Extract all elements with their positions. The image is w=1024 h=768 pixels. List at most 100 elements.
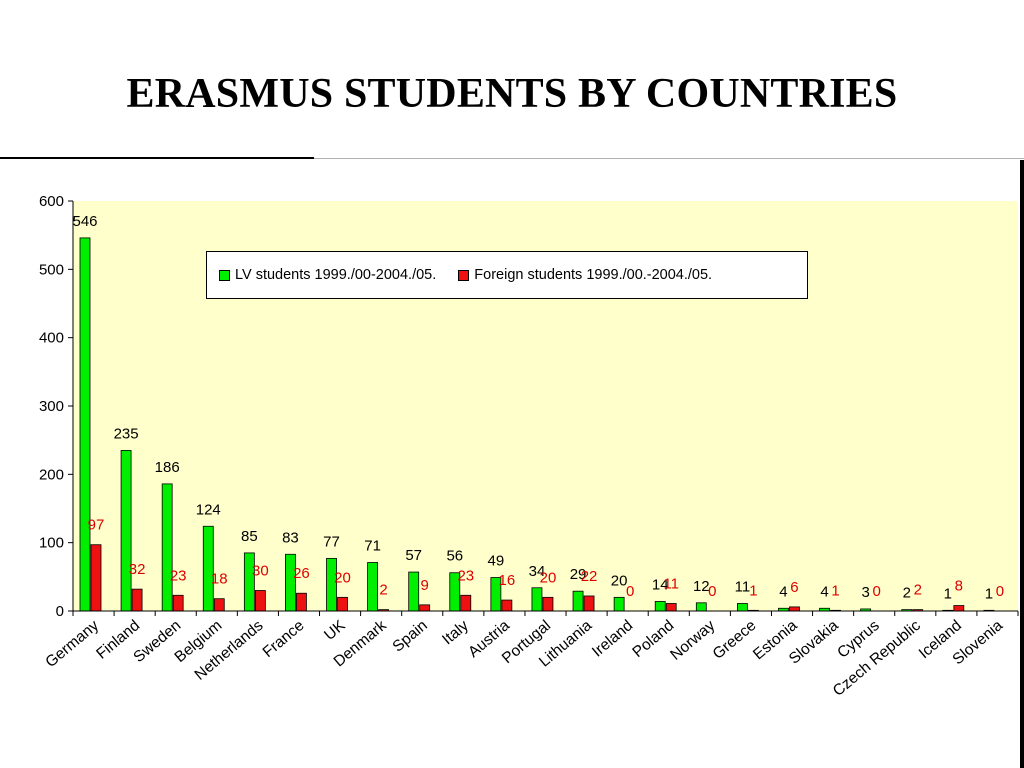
x-tick-label: Italy <box>439 617 472 648</box>
bar-foreign-portugal <box>542 596 554 612</box>
data-label-lv: 71 <box>364 537 381 554</box>
data-label-lv: 11 <box>735 578 751 595</box>
y-tick-label: 400 <box>39 330 64 347</box>
data-label-foreign: 22 <box>581 568 598 585</box>
data-label-foreign: 23 <box>457 567 474 584</box>
x-tick-label: Greece <box>710 617 760 663</box>
data-label-lv: 49 <box>488 553 505 570</box>
data-label-lv: 77 <box>323 533 340 550</box>
data-label-lv: 235 <box>114 425 139 442</box>
y-tick-label: 100 <box>39 535 64 552</box>
bar-lv-poland <box>654 601 666 612</box>
chart-legend: LV students 1999./00-2004./05. Foreign s… <box>206 251 808 299</box>
bar-lv-denmark <box>367 562 379 612</box>
data-label-lv: 83 <box>282 529 299 546</box>
data-label-lv: 2 <box>903 585 911 602</box>
data-label-foreign: 26 <box>293 565 310 582</box>
data-label-foreign: 16 <box>499 572 516 589</box>
data-label-foreign: 0 <box>872 583 880 600</box>
legend-swatch-green <box>219 269 230 281</box>
legend-swatch-red <box>458 269 470 281</box>
bar-lv-greece <box>736 603 748 612</box>
data-label-lv: 186 <box>155 459 180 476</box>
bar-lv-sweden <box>161 483 173 612</box>
data-label-foreign: 9 <box>421 577 429 594</box>
bar-foreign-spain <box>419 604 431 612</box>
data-label-lv: 85 <box>241 528 258 545</box>
data-label-foreign: 0 <box>996 583 1004 600</box>
x-tick-label: Ireland <box>589 617 636 660</box>
bar-lv-germany <box>79 237 91 612</box>
data-label-foreign: 1 <box>749 582 757 599</box>
y-tick-label: 0 <box>56 603 64 620</box>
bar-foreign-estonia <box>789 606 800 612</box>
bar-lv-lithuania <box>572 590 584 612</box>
page-title: ERASMUS STUDENTS BY COUNTRIES <box>126 71 898 117</box>
data-label-foreign: 0 <box>708 583 716 600</box>
data-label-lv: 56 <box>446 548 463 565</box>
data-label-foreign: 6 <box>790 579 798 596</box>
bar-lv-norway <box>695 602 707 612</box>
bar-lv-finland <box>120 450 132 612</box>
title-rule-light <box>314 158 1024 159</box>
data-label-foreign: 30 <box>252 563 269 580</box>
bar-foreign-italy <box>460 594 472 612</box>
data-label-foreign: 97 <box>88 517 105 534</box>
data-label-lv: 3 <box>861 584 869 601</box>
bar-foreign-iceland <box>953 605 965 612</box>
bar-foreign-belgium <box>213 598 225 612</box>
data-label-lv: 1 <box>985 585 993 602</box>
x-tick-label: France <box>260 617 308 661</box>
y-tick-label: 600 <box>39 193 64 210</box>
y-tick-label: 300 <box>39 398 64 415</box>
x-tick-label: Germany <box>42 617 102 671</box>
bar-lv-portugal <box>531 587 543 612</box>
data-label-lv: 12 <box>693 578 710 595</box>
data-label-lv: 546 <box>72 213 97 230</box>
bar-foreign-sweden <box>172 594 184 612</box>
bar-foreign-france <box>296 592 307 612</box>
bar-lv-belgium <box>202 525 214 612</box>
title-rule <box>0 157 314 159</box>
data-label-foreign: 2 <box>379 582 387 599</box>
data-label-foreign: 20 <box>540 569 557 586</box>
x-tick-label: UK <box>321 617 349 644</box>
bar-lv-ireland <box>613 596 625 612</box>
legend-label-foreign: Foreign students 1999./00.-2004./05. <box>474 267 713 283</box>
data-label-foreign: 1 <box>831 582 839 599</box>
data-label-foreign: 23 <box>170 567 187 584</box>
bar-foreign-uk <box>337 596 348 612</box>
data-label-lv: 34 <box>529 563 546 580</box>
data-label-lv: 20 <box>611 572 628 589</box>
bar-lv-france <box>285 553 296 612</box>
bar-foreign-austria <box>501 599 513 612</box>
data-label-foreign: 18 <box>211 571 228 588</box>
data-label-lv: 4 <box>820 583 828 600</box>
bar-lv-spain <box>408 571 420 612</box>
data-label-lv: 14 <box>652 576 669 593</box>
data-label-lv: 57 <box>405 547 422 564</box>
data-label-lv: 124 <box>196 501 221 518</box>
data-label-foreign: 20 <box>334 569 351 586</box>
y-tick-label: 200 <box>39 466 64 483</box>
data-label-foreign: 8 <box>955 578 963 595</box>
data-label-foreign: 0 <box>626 583 634 600</box>
legend-item-foreign: Foreign students 1999./00.-2004./05. <box>458 267 712 283</box>
data-label-lv: 4 <box>779 583 787 600</box>
legend-item-lv: LV students 1999./00-2004./05. <box>219 267 436 283</box>
x-tick-label: Spain <box>390 617 431 656</box>
x-tick-label: Norway <box>667 617 718 664</box>
bar-foreign-lithuania <box>583 595 595 612</box>
data-label-foreign: 32 <box>129 561 146 578</box>
data-label-foreign: 2 <box>914 582 922 599</box>
bar-foreign-poland <box>665 603 677 612</box>
data-label-foreign: 11 <box>663 575 679 592</box>
legend-label-lv: LV students 1999./00-2004./05. <box>235 267 437 283</box>
slide-edge <box>1020 160 1024 768</box>
bar-foreign-finland <box>131 588 143 612</box>
y-tick-label: 500 <box>39 261 64 278</box>
bar-foreign-netherlands <box>254 590 266 612</box>
data-label-lv: 29 <box>570 566 587 583</box>
bar-foreign-germany <box>90 544 102 612</box>
data-label-lv: 1 <box>944 585 952 602</box>
